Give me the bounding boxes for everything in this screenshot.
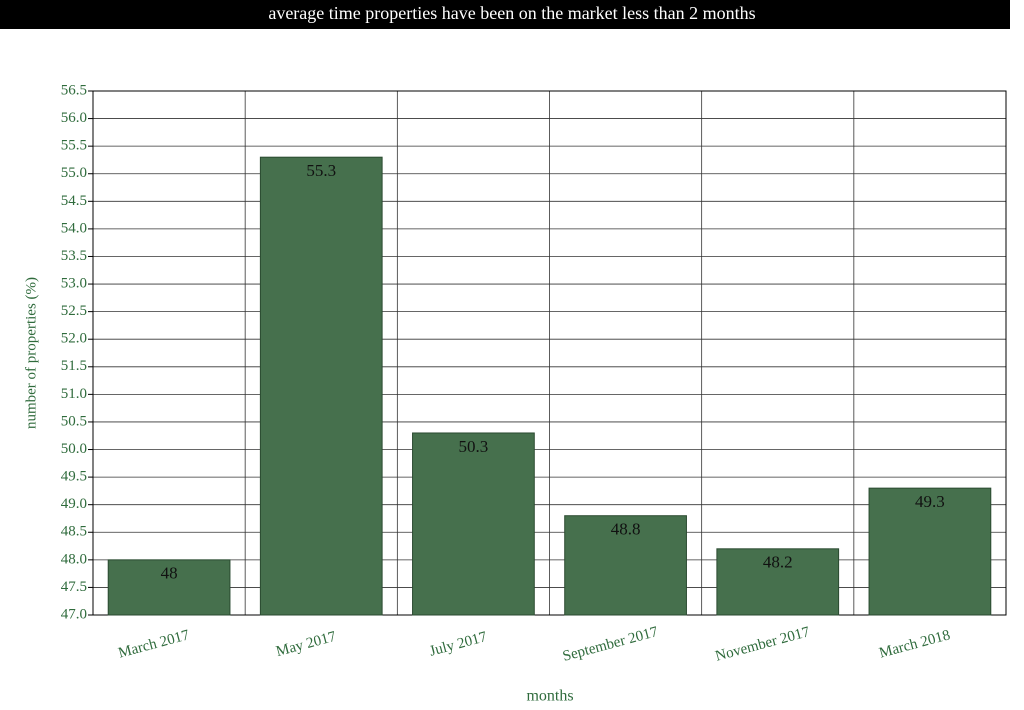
bar xyxy=(868,487,992,616)
value-label: 48.8 xyxy=(611,520,641,539)
title-bar xyxy=(0,0,1010,29)
value-label: 55.3 xyxy=(306,161,336,180)
x-tick-label: March 2018 xyxy=(877,627,952,661)
y-tick-label: 56.5 xyxy=(61,82,87,98)
x-axis-label: months xyxy=(526,688,573,705)
x-tick-label: September 2017 xyxy=(561,624,660,665)
chart-title: average time properties have been on the… xyxy=(268,3,755,23)
x-tick-label: March 2017 xyxy=(117,627,192,661)
y-tick-label: 50.5 xyxy=(61,413,87,429)
y-tick-label: 49.5 xyxy=(61,469,87,485)
y-tick-label: 54.0 xyxy=(61,220,87,236)
y-tick-label: 47.0 xyxy=(61,606,87,622)
y-tick-label: 53.5 xyxy=(61,248,87,264)
bar xyxy=(412,432,535,616)
x-tick-label: May 2017 xyxy=(274,629,338,660)
y-tick-label: 56.0 xyxy=(61,110,87,126)
value-label: 50.3 xyxy=(459,437,489,456)
value-label: 49.3 xyxy=(915,492,945,511)
x-tick-label: July 2017 xyxy=(428,629,489,660)
x-tick-label: November 2017 xyxy=(714,624,812,665)
y-axis-label: number of properties (%) xyxy=(23,277,39,429)
y-tick-label: 52.5 xyxy=(61,303,87,319)
bar xyxy=(259,156,383,616)
bar xyxy=(716,548,840,616)
bar xyxy=(564,515,687,616)
y-tick-label: 55.0 xyxy=(61,165,87,181)
y-tick-label: 47.5 xyxy=(61,579,87,595)
y-tick-label: 48.0 xyxy=(61,551,87,567)
value-label: 48 xyxy=(161,564,178,583)
y-tick-label: 49.0 xyxy=(61,496,87,512)
value-label: 48.2 xyxy=(763,553,793,572)
y-tick-label: 52.0 xyxy=(61,331,87,347)
y-tick-label: 48.5 xyxy=(61,524,87,540)
y-tick-label: 51.5 xyxy=(61,358,87,374)
y-tick-label: 55.5 xyxy=(61,138,87,154)
y-tick-label: 51.0 xyxy=(61,386,87,402)
y-tick-label: 50.0 xyxy=(61,441,87,457)
y-tick-label: 53.0 xyxy=(61,275,87,291)
plot-border xyxy=(92,90,1007,616)
y-tick-label: 54.5 xyxy=(61,193,87,209)
bar xyxy=(107,559,231,616)
